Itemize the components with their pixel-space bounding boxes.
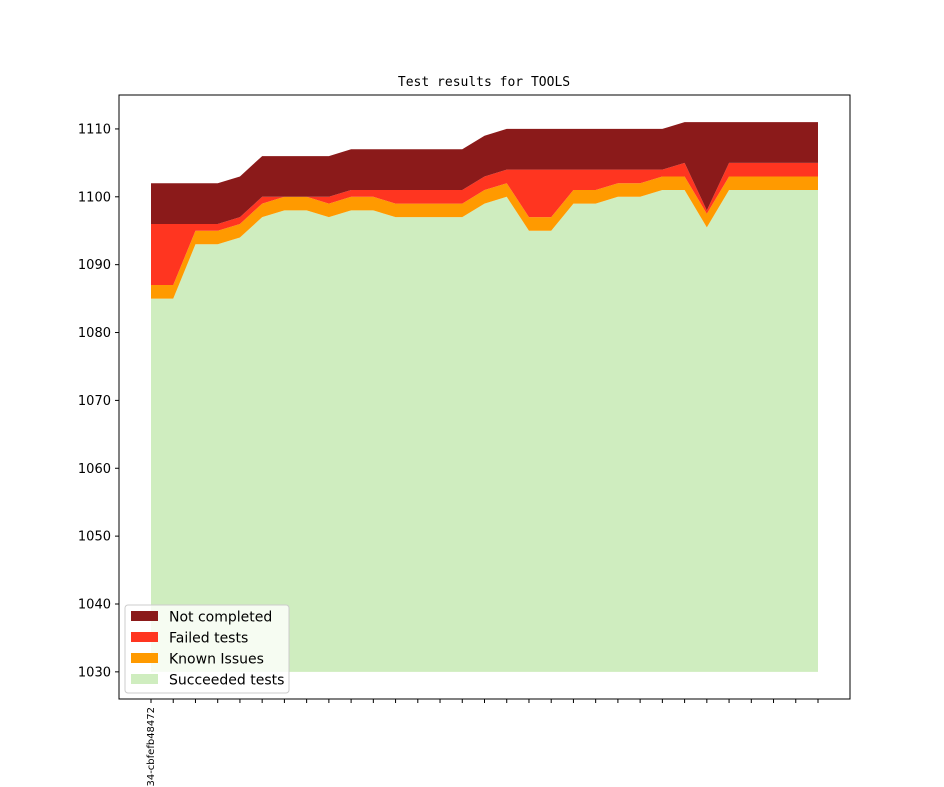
chart-title: Test results for TOOLS [398, 75, 570, 90]
y-tick-label: 1060 [78, 462, 111, 477]
legend-swatch [131, 653, 158, 663]
y-tick-label: 1080 [78, 326, 111, 341]
y-tick-label: 1100 [78, 190, 111, 205]
legend-label: Known Issues [169, 652, 264, 668]
y-tick-label: 1110 [78, 122, 111, 137]
legend-label: Failed tests [169, 631, 248, 647]
y-tick-label: 1030 [78, 665, 111, 680]
y-tick-label: 1040 [78, 597, 111, 612]
legend-label: Succeeded tests [169, 673, 284, 689]
y-tick-label: 1070 [78, 394, 111, 409]
area-not-completed [151, 122, 818, 224]
legend-box [124, 604, 290, 694]
legend-swatch [131, 611, 158, 621]
area-succeeded-tests [151, 190, 818, 672]
y-tick-label: 1090 [78, 258, 111, 273]
y-tick-label: 1050 [78, 530, 111, 545]
x-tick-label: 34-cbfefb48472 [146, 707, 157, 787]
legend: Not completed Failed tests Known Issues Suc… [124, 604, 290, 694]
x-axis: 34-cbfefb48472 [146, 699, 819, 787]
y-axis: 1030 1040 1050 1060 1070 1080 1090 1100 1110 [78, 122, 119, 680]
legend-label: Not completed [169, 610, 272, 626]
area-known-issues [151, 176, 818, 299]
area-failed-tests [151, 162, 818, 286]
legend-swatch [131, 632, 158, 642]
legend-swatch [131, 674, 158, 684]
area-series-group [151, 122, 818, 672]
